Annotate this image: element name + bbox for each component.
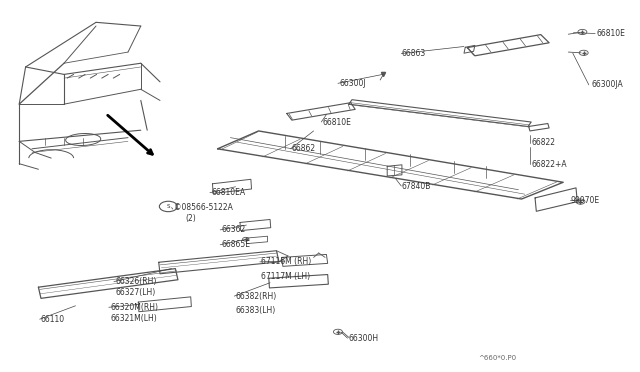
Text: 66320M(RH): 66320M(RH): [110, 303, 158, 312]
Text: 66300H: 66300H: [349, 334, 379, 343]
Text: 67117M (LH): 67117M (LH): [261, 272, 310, 281]
Text: 66300JA: 66300JA: [591, 80, 623, 89]
Text: S: S: [166, 204, 170, 209]
Text: 66810E: 66810E: [323, 118, 351, 126]
Text: 66862: 66862: [292, 144, 316, 153]
Text: 66326(RH): 66326(RH): [115, 277, 157, 286]
Text: (2): (2): [186, 214, 196, 223]
Text: 99070E: 99070E: [571, 196, 600, 205]
Text: 66863: 66863: [402, 49, 426, 58]
Text: 66822: 66822: [531, 138, 555, 147]
Text: 67840B: 67840B: [402, 182, 431, 190]
Text: 66383(LH): 66383(LH): [236, 307, 276, 315]
Text: ©08566-5122A: ©08566-5122A: [174, 203, 233, 212]
Text: ^660*0.P0: ^660*0.P0: [479, 355, 517, 361]
Text: 66865E: 66865E: [221, 240, 250, 249]
Text: 66362: 66362: [221, 225, 246, 234]
Text: 66327(LH): 66327(LH): [115, 288, 156, 297]
Text: 66321M(LH): 66321M(LH): [110, 314, 157, 323]
Text: 66810E: 66810E: [596, 29, 625, 38]
Text: 66382(RH): 66382(RH): [236, 292, 276, 301]
Text: 66810EA: 66810EA: [211, 188, 245, 197]
Text: 66300J: 66300J: [339, 79, 366, 88]
Text: 66822+A: 66822+A: [531, 160, 567, 169]
Text: 67116M (RH): 67116M (RH): [261, 257, 312, 266]
Text: 66110: 66110: [41, 315, 65, 324]
